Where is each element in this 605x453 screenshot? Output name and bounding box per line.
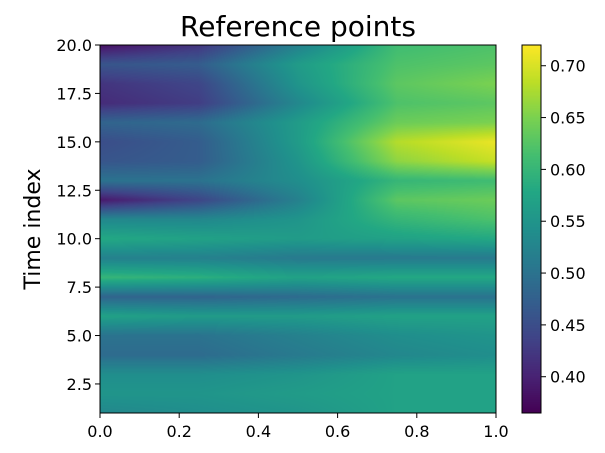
colorbar-tick-label: 0.45 bbox=[550, 316, 586, 335]
y-axis: 2.5 5.0 7.5 10.0 12.5 15.0 17.5 20.0 bbox=[56, 36, 100, 394]
y-tick-label: 7.5 bbox=[67, 278, 92, 297]
y-tick-label: 10.0 bbox=[56, 230, 92, 249]
x-tick-label: 0.4 bbox=[246, 422, 271, 441]
x-tick-label: 0.0 bbox=[87, 422, 112, 441]
x-tick-label: 1.0 bbox=[483, 422, 508, 441]
y-tick-label: 5.0 bbox=[67, 327, 92, 346]
colorbar-tick-label: 0.40 bbox=[550, 368, 586, 387]
y-tick-label: 12.5 bbox=[56, 181, 92, 200]
colorbar-tick-label: 0.70 bbox=[550, 57, 586, 76]
colorbar-axis: 0.40 0.45 0.50 0.55 0.60 0.65 0.70 bbox=[541, 57, 586, 387]
colorbar-tick-label: 0.60 bbox=[550, 160, 586, 179]
y-axis-label: Time index bbox=[21, 168, 46, 290]
x-tick-label: 0.8 bbox=[404, 422, 429, 441]
colorbar-tick-label: 0.65 bbox=[550, 109, 586, 128]
plot-frame bbox=[99, 44, 497, 414]
x-tick-label: 0.2 bbox=[166, 422, 191, 441]
x-axis: 0.0 0.2 0.4 0.6 0.8 1.0 bbox=[87, 413, 509, 441]
colorbar-tick-label: 0.50 bbox=[550, 264, 586, 283]
colorbar-gradient bbox=[522, 45, 541, 413]
heatmap-plot-area bbox=[100, 45, 496, 413]
y-tick-label: 20.0 bbox=[56, 36, 92, 55]
y-tick-label: 17.5 bbox=[56, 84, 92, 103]
y-tick-label: 15.0 bbox=[56, 133, 92, 152]
y-tick-label: 2.5 bbox=[67, 375, 92, 394]
colorbar bbox=[522, 45, 541, 413]
colorbar-tick-label: 0.55 bbox=[550, 212, 586, 231]
chart-title: Reference points bbox=[180, 10, 416, 43]
colorbar-frame bbox=[521, 44, 542, 414]
x-tick-label: 0.6 bbox=[325, 422, 350, 441]
heatmap-image bbox=[100, 45, 496, 413]
